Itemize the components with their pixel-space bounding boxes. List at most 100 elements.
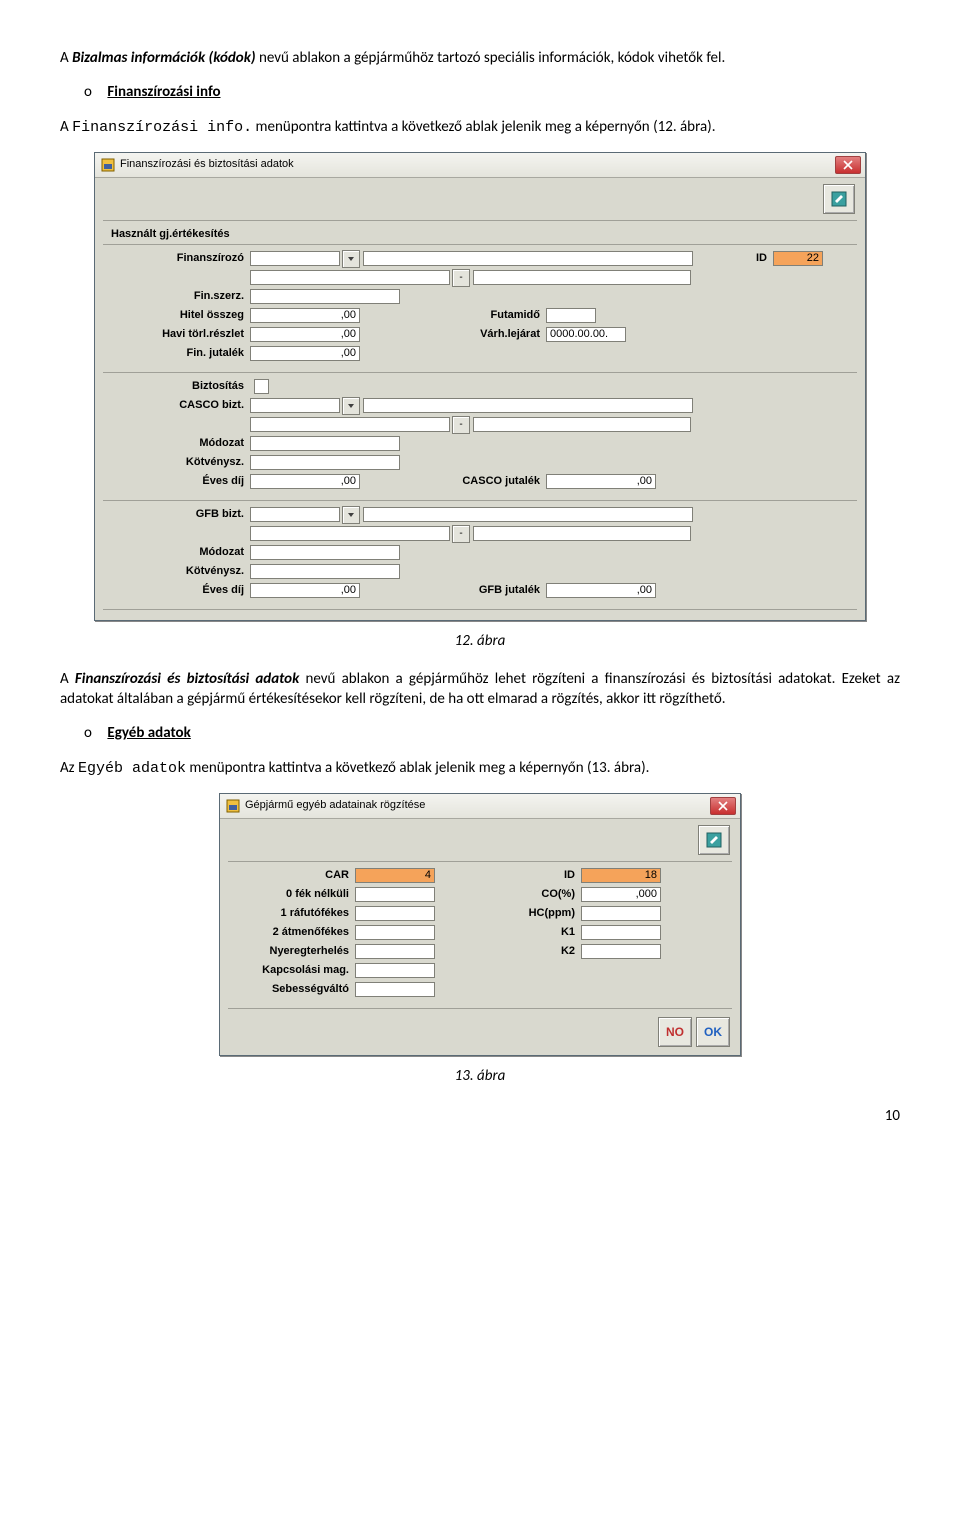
- label-kapcs: Kapcsolási mag.: [234, 963, 355, 978]
- field-gfb-addr1[interactable]: [250, 526, 450, 541]
- field-finanszirozo-code[interactable]: [250, 251, 340, 266]
- label-fek0: 0 fék nélküli: [234, 887, 355, 902]
- figure-caption-13: 13. ábra: [60, 1066, 900, 1086]
- field-car: 4: [355, 868, 435, 883]
- label-gfb: GFB bizt.: [109, 507, 250, 522]
- lookup-button[interactable]: [342, 250, 360, 268]
- label-modozat-gfb: Módozat: [109, 545, 250, 560]
- field-id: 22: [773, 251, 823, 266]
- label-futamido: Futamidő: [470, 308, 546, 323]
- app-icon: [101, 158, 115, 172]
- field-casco-modozat[interactable]: [250, 436, 400, 451]
- field-casco-kotvenysz[interactable]: [250, 455, 400, 470]
- field-finanszirozo-addr2[interactable]: [473, 270, 691, 285]
- field-gfb-code[interactable]: [250, 507, 340, 522]
- field-casco-jutalek[interactable]: ,00: [546, 474, 656, 489]
- label-evesdij-gfb: Éves díj: [109, 583, 250, 598]
- label-co: CO(%): [525, 887, 581, 902]
- label-fek2: 2 átmenőfékes: [234, 925, 355, 940]
- label-varh: Várh.lejárat: [470, 327, 546, 342]
- close-button[interactable]: [835, 156, 861, 174]
- field-id2: 18: [581, 868, 661, 883]
- close-button[interactable]: [710, 797, 736, 815]
- dialog-title: Gépjármű egyéb adatainak rögzítése: [245, 798, 425, 813]
- field-havi[interactable]: ,00: [250, 327, 360, 342]
- field-casco-code[interactable]: [250, 398, 340, 413]
- label-nyereg: Nyeregterhelés: [234, 944, 355, 959]
- field-finjut[interactable]: ,00: [250, 346, 360, 361]
- label-kotvenysz: Kötvénysz.: [109, 455, 250, 470]
- field-casco-addr1[interactable]: [250, 417, 450, 432]
- lookup-button[interactable]: [342, 506, 360, 524]
- bullet-egyeb: o Egyéb adatok: [60, 723, 900, 743]
- field-finszerz[interactable]: [250, 289, 400, 304]
- label-finszerz: Fin.szerz.: [109, 289, 250, 304]
- dialog-finanszirozasi: Finanszírozási és biztosítási adatok Has…: [94, 152, 866, 621]
- label-id: ID: [747, 251, 773, 266]
- field-gfb-kotvenysz[interactable]: [250, 564, 400, 579]
- field-co[interactable]: ,000: [581, 887, 661, 902]
- label-biztositas: Biztosítás: [109, 379, 250, 394]
- titlebar: Finanszírozási és biztosítási adatok: [95, 153, 865, 178]
- field-casco-evesdij[interactable]: ,00: [250, 474, 360, 489]
- paragraph-egyeb: Az Egyéb adatok menüpontra kattintva a k…: [60, 758, 900, 779]
- field-gfb-name[interactable]: [363, 507, 693, 522]
- label-havi: Havi törl.részlet: [109, 327, 250, 342]
- page-number: 10: [60, 1106, 900, 1126]
- field-k2[interactable]: [581, 944, 661, 959]
- label-casco: CASCO bizt.: [109, 398, 250, 413]
- titlebar: Gépjármű egyéb adatainak rögzítése: [220, 794, 740, 819]
- edit-button[interactable]: [823, 184, 855, 214]
- label-finjut: Fin. jutalék: [109, 346, 250, 361]
- field-k1[interactable]: [581, 925, 661, 940]
- label-fek1: 1 ráfutófékes: [234, 906, 355, 921]
- lookup-button[interactable]: -: [452, 269, 470, 287]
- lookup-button[interactable]: [342, 397, 360, 415]
- field-nyereg[interactable]: [355, 944, 435, 959]
- figure-caption-12: 12. ábra: [60, 631, 900, 651]
- label-car: CAR: [234, 868, 355, 883]
- lookup-button[interactable]: -: [452, 525, 470, 543]
- lookup-button[interactable]: -: [452, 416, 470, 434]
- field-gfb-evesdij[interactable]: ,00: [250, 583, 360, 598]
- field-hc[interactable]: [581, 906, 661, 921]
- label-evesdij: Éves díj: [109, 474, 250, 489]
- field-gfb-modozat[interactable]: [250, 545, 400, 560]
- field-sebvalto[interactable]: [355, 982, 435, 997]
- paragraph-intro: A Bizalmas információk (kódok) nevű abla…: [60, 48, 900, 68]
- section-header: Használt gj.értékesítés: [95, 223, 865, 242]
- label-gfbjut: GFB jutalék: [440, 583, 546, 598]
- checkbox-biztositas[interactable]: [254, 379, 269, 394]
- label-k1: K1: [525, 925, 581, 940]
- label-kotvenysz-gfb: Kötvénysz.: [109, 564, 250, 579]
- label-modozat: Módozat: [109, 436, 250, 451]
- paragraph-fin-desc: A Finanszírozási és biztosítási adatok n…: [60, 669, 900, 710]
- field-fek0[interactable]: [355, 887, 435, 902]
- paragraph-fin-info: A Finanszírozási info. menüpontra kattin…: [60, 117, 900, 138]
- field-casco-addr2[interactable]: [473, 417, 691, 432]
- field-varh[interactable]: 0000.00.00.: [546, 327, 626, 342]
- field-fek2[interactable]: [355, 925, 435, 940]
- field-finanszirozo-addr1[interactable]: [250, 270, 450, 285]
- field-kapcs[interactable]: [355, 963, 435, 978]
- edit-button[interactable]: [698, 825, 730, 855]
- field-futamido[interactable]: [546, 308, 596, 323]
- field-hitel[interactable]: ,00: [250, 308, 360, 323]
- no-button[interactable]: NO: [658, 1017, 692, 1047]
- dialog-egyeb: Gépjármű egyéb adatainak rögzítése CAR 4…: [219, 793, 741, 1056]
- label-k2: K2: [525, 944, 581, 959]
- ok-button[interactable]: OK: [696, 1017, 730, 1047]
- label-hitel: Hitel összeg: [109, 308, 250, 323]
- label-id2: ID: [525, 868, 581, 883]
- bullet-finanszirozasi: o Finanszírozási info: [60, 82, 900, 102]
- label-finanszirozo: Finanszírozó: [109, 251, 250, 266]
- field-casco-name[interactable]: [363, 398, 693, 413]
- field-gfb-addr2[interactable]: [473, 526, 691, 541]
- label-sebvalto: Sebességváltó: [234, 982, 355, 997]
- dialog-title: Finanszírozási és biztosítási adatok: [120, 157, 294, 172]
- app-icon: [226, 799, 240, 813]
- label-hc: HC(ppm): [525, 906, 581, 921]
- field-fek1[interactable]: [355, 906, 435, 921]
- field-finanszirozo-name[interactable]: [363, 251, 693, 266]
- field-gfb-jutalek[interactable]: ,00: [546, 583, 656, 598]
